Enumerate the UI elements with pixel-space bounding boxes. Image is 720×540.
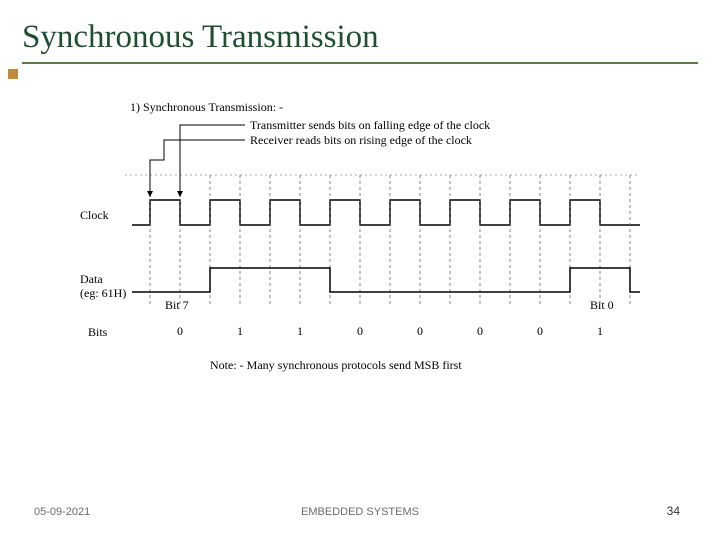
title-block: Synchronous Transmission — [22, 19, 698, 64]
svg-text:0: 0 — [357, 324, 363, 338]
svg-text:1: 1 — [237, 324, 243, 338]
svg-text:0: 0 — [177, 324, 183, 338]
footer-center: EMBEDDED SYSTEMS — [301, 506, 419, 518]
svg-text:0: 0 — [477, 324, 483, 338]
slide-title: Synchronous Transmission — [22, 19, 698, 64]
footer-page-number: 34 — [667, 504, 680, 518]
slide: Synchronous Transmission 1) Synchronous … — [0, 0, 720, 540]
accent-square — [8, 69, 18, 79]
svg-text:0: 0 — [537, 324, 543, 338]
svg-text:1: 1 — [597, 324, 603, 338]
timing-svg: 0 1 1 0 0 0 0 1 — [80, 100, 660, 390]
svg-text:1: 1 — [297, 324, 303, 338]
svg-text:0: 0 — [417, 324, 423, 338]
timing-diagram: 1) Synchronous Transmission: - Transmitt… — [80, 100, 660, 390]
